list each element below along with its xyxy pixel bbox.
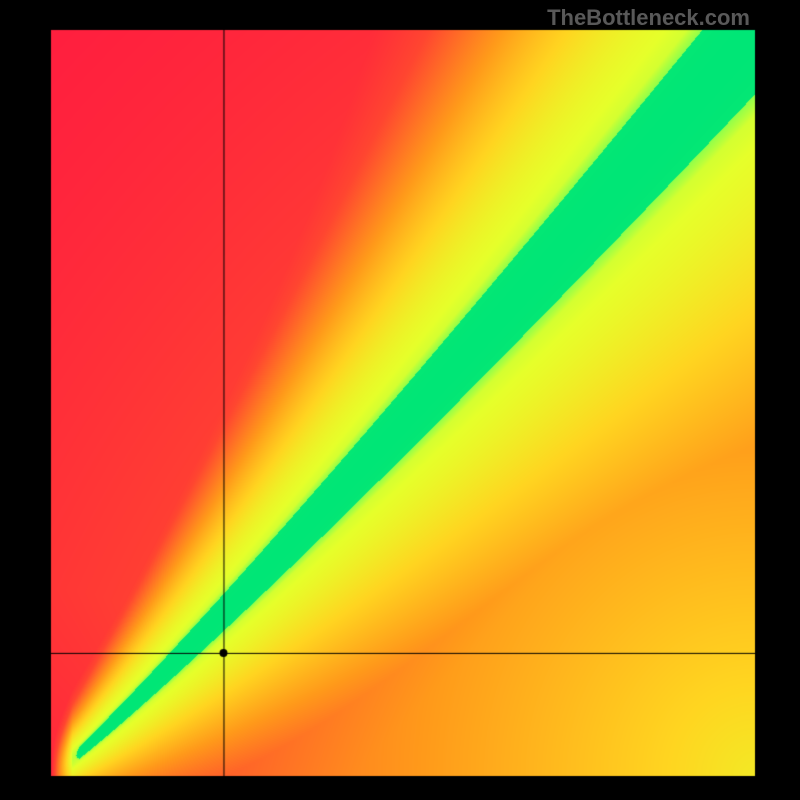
watermark-text: TheBottleneck.com bbox=[547, 5, 750, 31]
bottleneck-heatmap bbox=[0, 0, 800, 800]
